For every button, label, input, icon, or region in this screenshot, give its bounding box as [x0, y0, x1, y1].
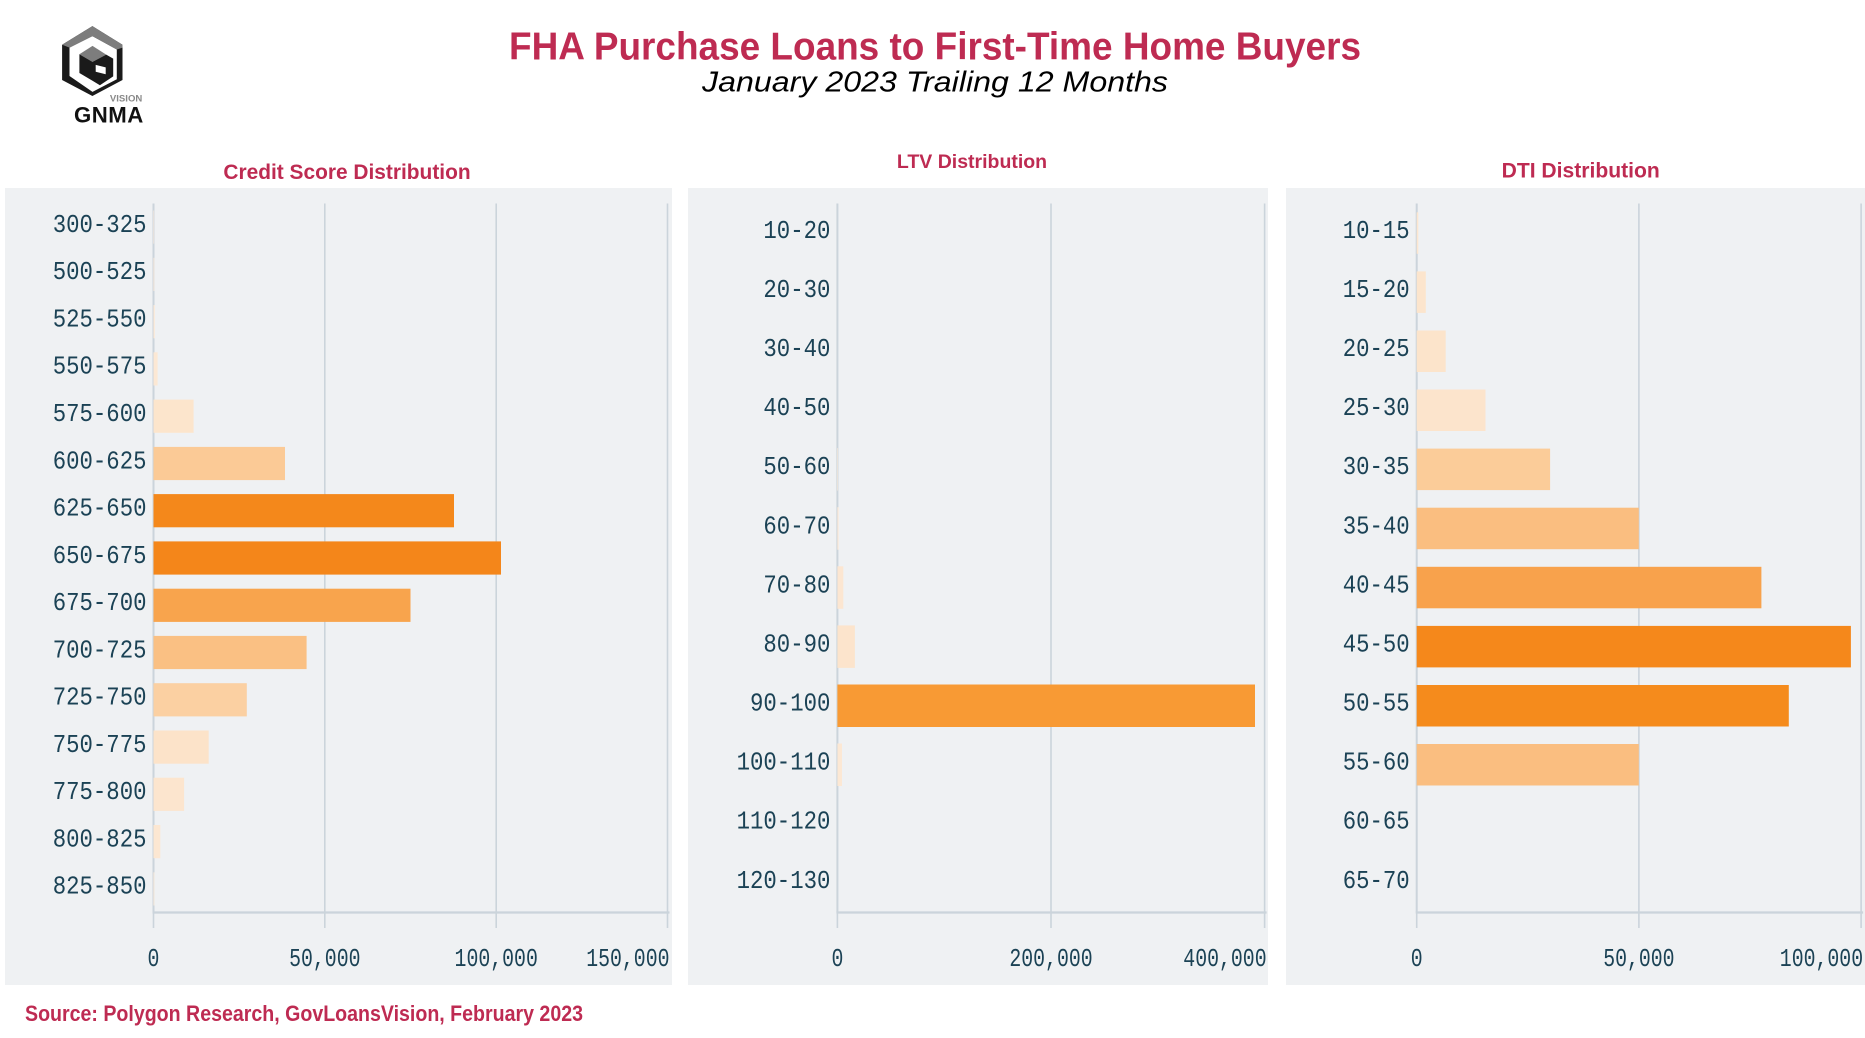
- svg-text:300-325: 300-325: [53, 210, 147, 240]
- svg-text:100-110: 100-110: [737, 748, 831, 778]
- svg-text:80-90: 80-90: [763, 629, 830, 659]
- svg-text:625-650: 625-650: [53, 494, 147, 524]
- svg-text:525-550: 525-550: [53, 305, 147, 335]
- svg-text:65-70: 65-70: [1343, 866, 1410, 896]
- svg-text:675-700: 675-700: [53, 588, 147, 618]
- svg-text:500-525: 500-525: [53, 257, 147, 287]
- svg-text:60-65: 60-65: [1343, 807, 1410, 837]
- svg-text:DTI Distribution: DTI Distribution: [1502, 160, 1660, 183]
- svg-text:200,000: 200,000: [1009, 944, 1092, 974]
- svg-text:20-25: 20-25: [1343, 334, 1410, 364]
- svg-text:15-20: 15-20: [1343, 275, 1410, 305]
- svg-text:10-15: 10-15: [1343, 216, 1410, 246]
- svg-text:110-120: 110-120: [737, 807, 831, 837]
- svg-text:50,000: 50,000: [1603, 944, 1674, 974]
- svg-text:600-625: 600-625: [53, 446, 147, 476]
- svg-text:50-60: 50-60: [763, 452, 830, 482]
- svg-text:30-40: 30-40: [763, 334, 830, 364]
- svg-text:0: 0: [831, 944, 843, 974]
- svg-text:800-825: 800-825: [53, 824, 147, 854]
- svg-text:0: 0: [148, 944, 160, 974]
- svg-text:60-70: 60-70: [763, 511, 830, 541]
- svg-text:30-35: 30-35: [1343, 452, 1410, 482]
- svg-text:400,000: 400,000: [1183, 944, 1266, 974]
- svg-text:GNMA: GNMA: [74, 102, 144, 127]
- svg-text:100,000: 100,000: [455, 944, 538, 974]
- svg-text:120-130: 120-130: [737, 866, 831, 896]
- svg-text:150,000: 150,000: [586, 944, 669, 974]
- svg-text:10-20: 10-20: [763, 216, 830, 246]
- svg-text:775-800: 775-800: [53, 777, 147, 807]
- svg-text:70-80: 70-80: [763, 570, 830, 600]
- svg-text:40-45: 40-45: [1343, 570, 1410, 600]
- svg-text:725-750: 725-750: [53, 683, 147, 713]
- svg-text:Source: Polygon Research, GovL: Source: Polygon Research, GovLoansVision…: [25, 1001, 583, 1026]
- svg-text:50,000: 50,000: [289, 944, 360, 974]
- svg-text:90-100: 90-100: [750, 689, 830, 719]
- svg-text:550-575: 550-575: [53, 352, 147, 382]
- svg-text:January 2023 Trailing 12 Month: January 2023 Trailing 12 Months: [701, 67, 1168, 99]
- svg-text:0: 0: [1411, 944, 1423, 974]
- svg-text:25-30: 25-30: [1343, 393, 1410, 423]
- svg-text:VISION: VISION: [110, 93, 142, 103]
- svg-text:35-40: 35-40: [1343, 511, 1410, 541]
- svg-text:Credit Score Distribution: Credit Score Distribution: [223, 161, 470, 184]
- svg-text:650-675: 650-675: [53, 541, 147, 571]
- svg-text:700-725: 700-725: [53, 635, 147, 665]
- svg-text:20-30: 20-30: [763, 275, 830, 305]
- svg-text:50-55: 50-55: [1343, 689, 1410, 719]
- svg-text:750-775: 750-775: [53, 730, 147, 760]
- svg-text:40-50: 40-50: [763, 393, 830, 423]
- svg-text:825-850: 825-850: [53, 872, 147, 902]
- svg-text:LTV Distribution: LTV Distribution: [897, 151, 1047, 173]
- svg-text:FHA Purchase Loans to First-Ti: FHA Purchase Loans to First-Time Home Bu…: [509, 26, 1361, 69]
- svg-text:100,000: 100,000: [1780, 944, 1863, 974]
- svg-text:45-50: 45-50: [1343, 629, 1410, 659]
- svg-text:55-60: 55-60: [1343, 748, 1410, 778]
- svg-text:575-600: 575-600: [53, 399, 147, 429]
